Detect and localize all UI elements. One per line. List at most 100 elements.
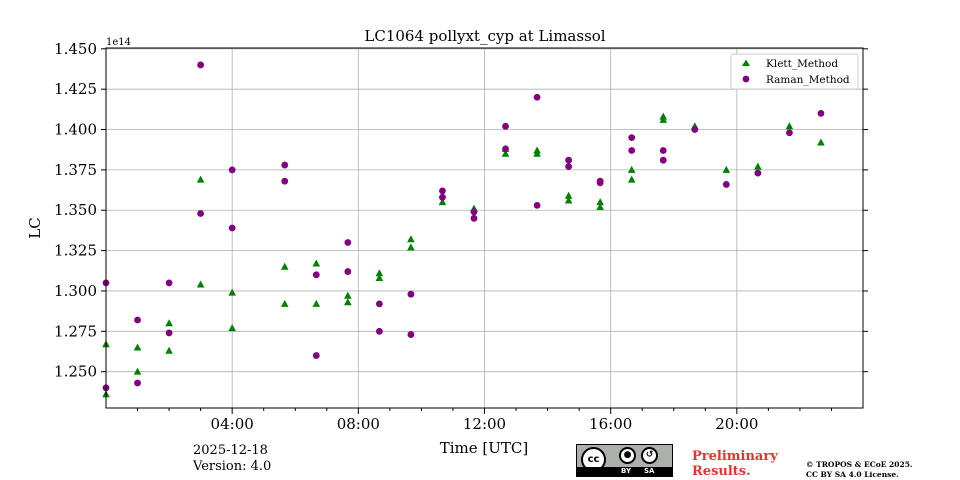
legend-label-raman: Raman_Method [766, 74, 850, 86]
raman-method-point [281, 177, 289, 185]
axis-ticks: 1.250 1.275 1.300 1.325 1.350 1.375 1.400 1.425… [54, 40, 868, 433]
klett-method-point [312, 299, 321, 307]
legend-marker-raman [742, 75, 750, 83]
raman-method-point [533, 93, 541, 101]
klett-method-point [627, 175, 636, 183]
raman-method-point [439, 193, 446, 201]
klett-method-point [722, 165, 731, 173]
klett-method-point [375, 269, 384, 277]
raman-method-point [375, 327, 383, 335]
raman-method-point [407, 331, 415, 338]
klett-method-point [533, 149, 541, 157]
chart-legend: Klett_Method Raman_Method [730, 53, 859, 90]
raman-method-point [165, 329, 173, 337]
raman-method-point [722, 181, 730, 188]
y-tick-label: 1.325 [54, 242, 97, 260]
sa-label: SA [644, 467, 655, 475]
klett-method-point [438, 198, 447, 206]
klett-method-point [627, 165, 636, 173]
raman-method-point [344, 239, 352, 246]
x-tick-label: 12:00 [463, 415, 506, 433]
raman-method-point [691, 126, 699, 133]
klett-method-point [501, 149, 510, 157]
y-tick-label: 1.350 [54, 201, 97, 219]
klett-method-point [407, 243, 415, 251]
y-tick-label: 1.450 [54, 40, 97, 58]
y-tick-label: 1.250 [54, 363, 97, 381]
x-tick-label: 08:00 [337, 415, 380, 433]
klett-method-point [228, 288, 236, 296]
raman-method-point [786, 129, 793, 137]
raman-method-point [628, 147, 636, 154]
legend-label-klett: Klett_Method [766, 58, 838, 70]
klett-method-point [344, 291, 352, 299]
raman-method-point [502, 145, 509, 153]
raman-method-point [659, 156, 667, 164]
raman-method-point [628, 134, 636, 141]
raman-method-point [502, 122, 509, 130]
klett-method-point [280, 262, 289, 270]
klett-method-point [817, 138, 825, 146]
raman-method-point [312, 352, 320, 359]
klett-method-point [407, 235, 415, 243]
by-person-icon: ● [619, 447, 636, 464]
klett-method-point [596, 203, 604, 211]
raman-method-point [470, 208, 478, 216]
klett-method-point [754, 162, 762, 170]
raman-method-point [375, 300, 383, 308]
x-tick-label: 16:00 [589, 415, 632, 433]
klett-method-point [564, 191, 573, 199]
license-band [577, 467, 672, 476]
raman-method-point [596, 179, 604, 187]
klett-method-point [165, 319, 173, 327]
legend-box [730, 53, 859, 90]
raman-method-point [197, 61, 205, 69]
preliminary-line-2: Results. [692, 464, 751, 479]
y-tick-label: 1.275 [54, 322, 97, 340]
footer-date: 2025-12-18 [193, 443, 268, 458]
x-tick-label: 20:00 [715, 415, 758, 433]
copyright-note: © TROPOS & ECoE 2025. CC BY SA 4.0 Licen… [806, 460, 913, 480]
klett-method-point [596, 198, 604, 206]
by-label: BY [621, 467, 632, 475]
raman-method-point [817, 109, 825, 117]
copyright-line-1: © TROPOS & ECoE 2025. [806, 460, 913, 469]
chart-title: LC1064 pollyxt_cyp at Limassol [364, 27, 605, 45]
klett-method-point [280, 299, 289, 307]
preliminary-results-note: Preliminary Results. [692, 449, 778, 479]
y-tick-label: 1.300 [54, 282, 97, 300]
klett-method-point [785, 122, 794, 130]
klett-method-point [196, 280, 205, 288]
raman-method-point [565, 163, 573, 171]
sa-share-icon: ↺ [641, 447, 658, 464]
klett-method-point [196, 175, 205, 183]
klett-method-point [133, 343, 142, 351]
raman-method-point [312, 271, 320, 279]
copyright-line-2: CC BY SA 4.0 License. [806, 470, 899, 479]
raman-method-point [439, 187, 446, 195]
y-offset-label: 1e14 [106, 37, 131, 48]
raman-method-point [228, 166, 236, 174]
klett-method-point [659, 115, 668, 123]
klett-method-point [344, 298, 352, 306]
x-tick-label: 04:00 [211, 415, 254, 433]
raman-method-point [134, 316, 141, 324]
raman-method-point [407, 290, 415, 298]
raman-method-point [470, 214, 478, 222]
raman-method-point [565, 156, 573, 164]
preliminary-line-1: Preliminary [692, 449, 778, 464]
y-tick-label: 1.400 [54, 121, 97, 139]
y-tick-label: 1.425 [54, 80, 97, 98]
grid-lines [106, 48, 863, 408]
y-tick-label: 1.375 [54, 161, 97, 179]
x-axis-label: Time [UTC] [440, 439, 529, 457]
y-axis-label: LC [26, 217, 44, 238]
raman-method-point [228, 224, 236, 232]
data-points [102, 61, 825, 398]
footer-version: Version: 4.0 [193, 459, 272, 474]
klett-method-point [375, 274, 384, 282]
raman-method-point [533, 201, 541, 209]
raman-method-point [659, 147, 667, 154]
klett-method-point [312, 259, 321, 267]
